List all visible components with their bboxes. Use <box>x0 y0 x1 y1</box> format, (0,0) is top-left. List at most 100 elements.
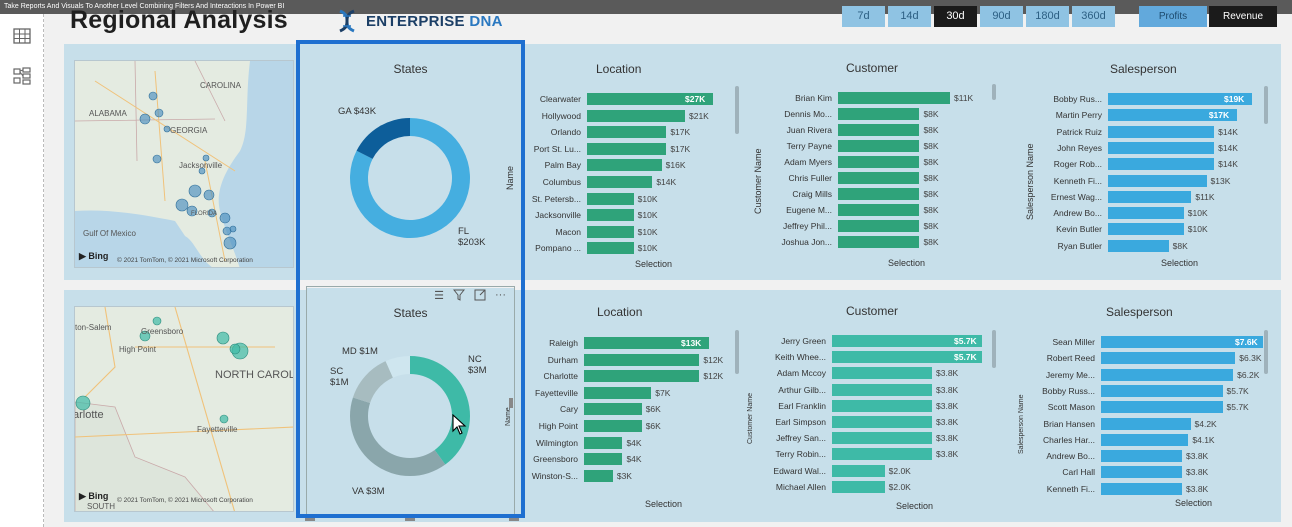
bar-value-label: $5.7K <box>1226 402 1249 413</box>
resize-handle[interactable] <box>305 517 315 521</box>
resize-handle[interactable] <box>405 517 415 521</box>
donut-slice-fl[interactable] <box>350 118 470 238</box>
bar[interactable] <box>838 220 920 232</box>
bar[interactable] <box>584 469 613 482</box>
period-30d-button[interactable]: 30d <box>934 6 977 27</box>
donut-slice-va[interactable] <box>350 397 446 476</box>
bar[interactable] <box>587 159 662 172</box>
bar[interactable] <box>1108 190 1192 203</box>
donut-slice-sc[interactable] <box>352 361 393 404</box>
bar[interactable] <box>587 109 685 122</box>
bar[interactable] <box>832 351 982 364</box>
bar[interactable] <box>587 242 634 255</box>
bar[interactable] <box>1108 125 1215 138</box>
scrollbar[interactable] <box>735 330 739 374</box>
resize-handle[interactable] <box>509 398 513 408</box>
bar[interactable] <box>587 126 667 139</box>
bar[interactable] <box>1101 417 1191 430</box>
donut-slice-ga[interactable] <box>356 118 410 159</box>
table-view-icon[interactable] <box>12 26 32 46</box>
period-7d-button[interactable]: 7d <box>842 6 885 27</box>
bar-value-label: $14K <box>656 177 677 187</box>
top-states-donut-card[interactable]: States GA $43K FL $203K <box>306 48 515 268</box>
bar[interactable] <box>587 225 634 238</box>
bar[interactable] <box>1101 336 1263 348</box>
bar[interactable] <box>1108 207 1184 220</box>
bar[interactable] <box>1108 141 1215 154</box>
bar[interactable] <box>584 403 642 416</box>
top-states-donut[interactable] <box>306 68 515 268</box>
bar[interactable] <box>838 108 920 120</box>
bar[interactable] <box>1101 368 1234 381</box>
period-14d-button[interactable]: 14d <box>888 6 931 27</box>
bar[interactable] <box>1108 223 1184 236</box>
bar[interactable] <box>838 236 920 248</box>
bar[interactable] <box>832 480 885 493</box>
bar[interactable] <box>832 432 932 445</box>
bar[interactable] <box>832 367 932 380</box>
period-180d-button[interactable]: 180d <box>1026 6 1069 27</box>
bar[interactable] <box>584 370 700 383</box>
scrollbar[interactable] <box>735 86 739 134</box>
bar[interactable] <box>832 383 932 396</box>
bar[interactable] <box>584 436 623 449</box>
bar[interactable] <box>832 448 932 461</box>
bar[interactable] <box>1108 158 1215 171</box>
bar[interactable] <box>1108 174 1207 187</box>
donut-slice-md[interactable] <box>385 356 410 378</box>
bottom-states-donut[interactable] <box>306 314 515 514</box>
x-axis-label: Selection <box>635 259 673 269</box>
bar-category-label: Juan Rivera <box>786 125 832 135</box>
bar[interactable] <box>838 204 920 216</box>
resize-handle[interactable] <box>509 517 519 521</box>
period-90d-button[interactable]: 90d <box>980 6 1023 27</box>
bar[interactable] <box>838 140 920 152</box>
scrollbar[interactable] <box>1264 86 1268 124</box>
bar[interactable] <box>584 337 709 349</box>
bar[interactable] <box>832 464 885 477</box>
focus-mode-icon[interactable] <box>474 289 486 301</box>
bar[interactable] <box>832 416 932 428</box>
bar[interactable] <box>584 353 700 366</box>
bar[interactable] <box>838 172 920 184</box>
bar[interactable] <box>1108 109 1237 122</box>
bar[interactable] <box>1101 384 1223 397</box>
bar[interactable] <box>838 92 950 104</box>
scrollbar[interactable] <box>1264 330 1268 374</box>
bar[interactable] <box>832 399 932 412</box>
bar[interactable] <box>838 156 920 168</box>
north-carolina-map[interactable]: Greensboro ston-Salem High Point NORTH C… <box>74 306 294 512</box>
bar[interactable] <box>584 453 623 466</box>
bar[interactable] <box>1101 433 1189 446</box>
bar[interactable] <box>1101 482 1182 495</box>
bar[interactable] <box>838 188 920 200</box>
bar[interactable] <box>1101 352 1236 365</box>
bar[interactable] <box>1108 239 1169 252</box>
profits-button[interactable]: Profits <box>1139 6 1207 27</box>
bar[interactable] <box>584 386 652 399</box>
bar[interactable] <box>1108 93 1252 105</box>
model-view-icon[interactable] <box>12 66 32 86</box>
revenue-button[interactable]: Revenue <box>1209 6 1277 27</box>
bar[interactable] <box>587 209 634 222</box>
bar[interactable] <box>587 176 653 188</box>
bottom-states-donut-card[interactable]: States MD $1M SC $1M NC $3M VA $3M <box>306 288 515 514</box>
scrollbar[interactable] <box>992 330 996 368</box>
bar[interactable] <box>838 124 920 136</box>
bar[interactable] <box>1101 466 1182 479</box>
drag-handle-icon[interactable]: ☰ <box>434 290 444 302</box>
bar[interactable] <box>587 93 713 105</box>
bar[interactable] <box>832 335 982 347</box>
florida-map[interactable]: ALABAMA GEORGIA CAROLINA Jacksonville FL… <box>74 60 294 268</box>
more-options-icon[interactable]: ··· <box>495 289 506 301</box>
bar[interactable] <box>584 420 642 432</box>
bar[interactable] <box>1101 450 1182 463</box>
filter-icon[interactable] <box>453 289 465 301</box>
period-360d-button[interactable]: 360d <box>1072 6 1115 27</box>
bar[interactable] <box>587 142 667 155</box>
donut-slice-nc[interactable] <box>410 356 470 465</box>
scrollbar[interactable] <box>992 84 996 100</box>
bar[interactable] <box>1101 401 1223 414</box>
bar[interactable] <box>587 192 634 205</box>
bar-value-label: $8K <box>923 109 939 119</box>
